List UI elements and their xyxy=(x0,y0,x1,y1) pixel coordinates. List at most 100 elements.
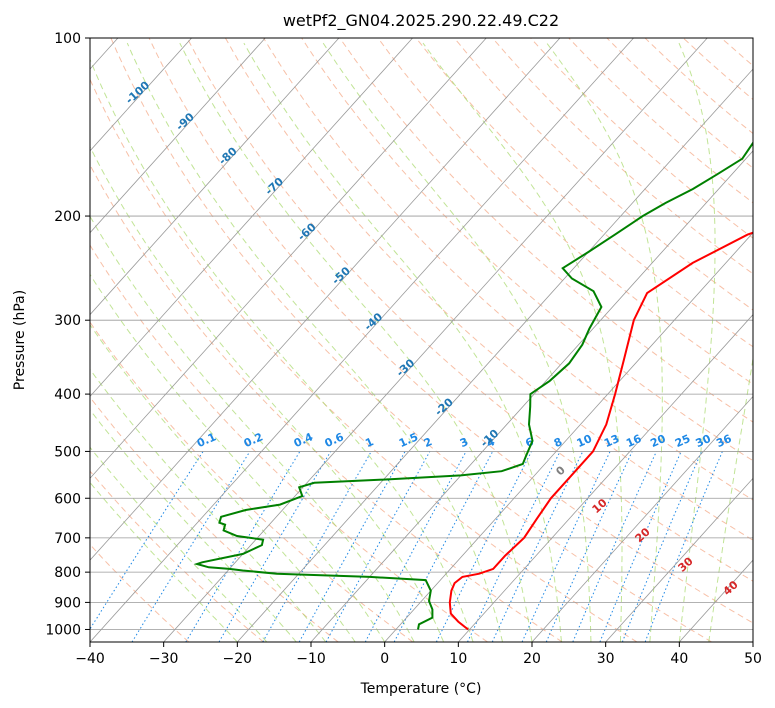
moist-adiabat-line xyxy=(243,42,562,642)
dry-adiabat-line xyxy=(606,38,753,169)
moist-adiabat-line xyxy=(90,215,415,642)
dry-adiabat-line xyxy=(90,78,638,642)
moist-adiabat-line xyxy=(90,145,445,642)
isotherm-label: -70 xyxy=(263,175,287,198)
isotherm-line xyxy=(384,232,753,642)
mixing-ratio-label: 1 xyxy=(363,435,375,450)
x-tick-label: 20 xyxy=(523,651,541,667)
moist-adiabat-line xyxy=(126,42,503,642)
grid-lines xyxy=(90,38,753,642)
y-tick-label: 1000 xyxy=(45,622,81,638)
isotherm-line xyxy=(458,313,753,642)
chart-title: wetPf2_GN04.2025.290.22.49.C22 xyxy=(283,11,559,31)
mixing-ratio-line xyxy=(298,451,406,642)
mixing-ratio-label: 0.2 xyxy=(242,430,265,450)
mixing-ratio-line xyxy=(131,451,251,642)
isotherm-label: -30 xyxy=(394,356,418,379)
mixing-ratio-line xyxy=(435,451,532,642)
dry-adiabat-line xyxy=(377,38,753,385)
isotherm-label: -100 xyxy=(123,78,152,106)
isotherm-line xyxy=(605,477,753,642)
x-tick-label: 0 xyxy=(380,651,389,667)
moist-adiabat-line xyxy=(90,323,356,642)
mixing-ratio-label: 30 xyxy=(694,432,714,450)
moist-adiabat-line xyxy=(708,355,753,642)
moist-adiabat-line xyxy=(179,42,533,642)
x-tick-label: 30 xyxy=(597,651,615,667)
isotherm-label: -60 xyxy=(295,220,319,243)
mixing-ratio-line xyxy=(491,451,584,642)
isotherm-line xyxy=(90,38,192,152)
mixing-ratio-line xyxy=(599,451,682,642)
mixing-ratio-line xyxy=(90,451,204,630)
isotherm-line xyxy=(90,38,487,479)
temperature-line xyxy=(448,231,753,631)
x-tick-label: −30 xyxy=(149,651,179,667)
mixing-ratio-line xyxy=(621,451,703,642)
dry-adiabat-line xyxy=(90,321,414,642)
mixing-ratio-line xyxy=(644,451,723,642)
isotherm-line xyxy=(90,38,266,234)
isotherm-label: -50 xyxy=(329,264,353,287)
moist-adiabat-line xyxy=(422,42,623,642)
plot-frame xyxy=(89,37,754,643)
moist-adiabat-label: 40 xyxy=(721,578,741,598)
dry-adiabat-line xyxy=(90,396,339,642)
moist-adiabat-line xyxy=(90,409,297,642)
moist-adiabat-line xyxy=(90,446,268,642)
dry-adiabat-line xyxy=(110,38,712,642)
dry-adiabat-line xyxy=(90,244,488,642)
isotherm-line xyxy=(679,559,753,642)
dry-adiabat-line xyxy=(339,38,753,423)
isotherm-line xyxy=(531,395,753,642)
x-tick-label: 40 xyxy=(670,651,688,667)
isotherm-line xyxy=(90,38,340,316)
isotherm-line xyxy=(237,68,753,642)
isotherm-line xyxy=(90,38,561,561)
mixing-ratio-label: 0.4 xyxy=(292,430,315,450)
mixing-ratio-label: 1.5 xyxy=(397,430,420,450)
y-tick-label: 800 xyxy=(54,565,81,581)
mixing-ratio-label: 36 xyxy=(714,432,734,450)
dry-adiabat-line xyxy=(90,163,563,642)
dry-adiabat-line xyxy=(682,38,753,101)
mixing-ratio-label: 10 xyxy=(575,432,595,450)
y-axis-ticks: 100 200 300 400 500 600 700 800 900 1000 xyxy=(45,31,90,638)
mixing-ratio-line xyxy=(325,451,431,642)
y-tick-label: 300 xyxy=(54,313,81,329)
isotherm-label: -80 xyxy=(216,144,240,167)
mixing-ratio-line xyxy=(393,451,494,642)
mixing-ratio-line xyxy=(545,451,633,642)
dry-adiabat-line xyxy=(263,38,753,501)
mixing-ratio-line xyxy=(262,451,372,642)
isotherm-label: -40 xyxy=(362,310,386,333)
dry-adiabat-line xyxy=(492,38,753,275)
x-tick-label: −20 xyxy=(223,651,253,667)
moist-adiabat-line xyxy=(678,42,716,642)
isotherm-line xyxy=(90,38,634,642)
profile-series xyxy=(193,141,753,631)
dry-adiabat-line xyxy=(453,38,753,311)
dry-adiabat-line xyxy=(530,38,753,239)
dry-adiabat-line xyxy=(90,470,264,642)
dry-adiabat-line xyxy=(644,38,753,135)
mixing-ratio-label: 20 xyxy=(648,432,668,450)
dry-adiabat-line xyxy=(224,38,753,541)
moist-adiabat-line xyxy=(90,58,474,642)
mixing-ratio-line xyxy=(572,451,657,642)
moist-adiabat-label: 0 xyxy=(553,463,568,478)
x-axis-ticks: −40 −30 −20 −10 0 10 20 30 40 50 xyxy=(75,642,762,667)
moist-adiabat-label: 20 xyxy=(633,525,653,545)
x-tick-label: 50 xyxy=(744,651,762,667)
moist-adiabat-line xyxy=(90,481,238,642)
mixing-ratio-label: 8 xyxy=(552,435,564,450)
y-tick-label: 700 xyxy=(54,531,81,547)
background-lines xyxy=(90,38,753,642)
isotherm-label: -10 xyxy=(478,427,502,450)
x-axis-label: Temperature (°C) xyxy=(360,681,482,697)
mixing-ratio-label: 16 xyxy=(624,432,644,450)
y-tick-label: 900 xyxy=(54,595,81,611)
moist-adiabat-label: 10 xyxy=(590,496,610,516)
isotherm-label: -90 xyxy=(173,110,197,133)
